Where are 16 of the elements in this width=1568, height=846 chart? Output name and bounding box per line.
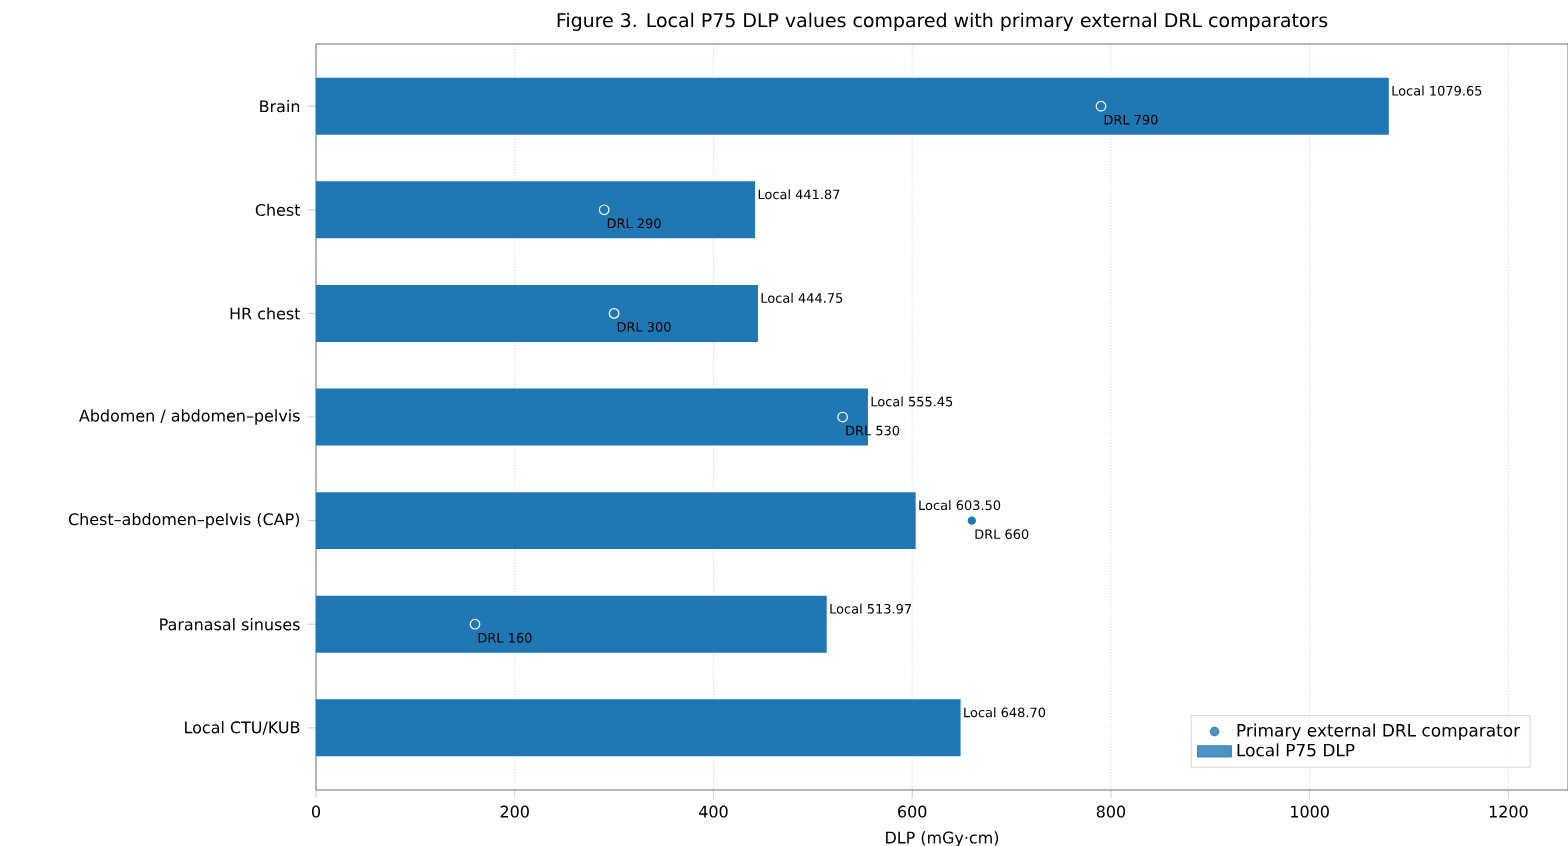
bar	[315, 77, 1389, 135]
point	[608, 308, 620, 319]
bar	[315, 284, 758, 342]
bar	[315, 492, 916, 550]
point	[598, 204, 610, 216]
point	[966, 515, 978, 527]
bar	[315, 595, 827, 653]
chart-title: Figure 3. Local P75 DLP values compared with primary external DRL comparators	[557, 12, 1328, 31]
legend-label: Primary external DRL comparator	[1237, 723, 1521, 740]
bar	[315, 181, 756, 239]
point	[837, 411, 849, 423]
bar	[315, 388, 868, 446]
point	[1095, 100, 1107, 112]
bar	[315, 699, 961, 757]
point	[469, 618, 481, 630]
legend-label: Local P75 DLP	[1237, 743, 1355, 757]
